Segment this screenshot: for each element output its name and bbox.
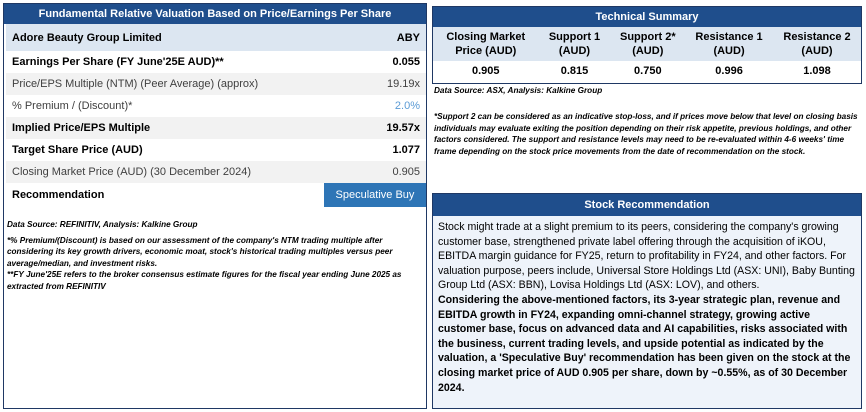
- row-value: 2.0%: [394, 100, 420, 112]
- table-cell: 0.750: [634, 65, 662, 77]
- valuation-title: Fundamental Relative Valuation Based on …: [4, 4, 426, 24]
- valuation-source: Data Source: REFINITIV, Analysis: Kalkin…: [7, 220, 198, 229]
- row-value: 1.077: [392, 144, 420, 156]
- recommendation-badge: Speculative Buy: [324, 183, 426, 207]
- technical-title: Technical Summary: [433, 7, 861, 27]
- technical-table: Closing Market Price (AUD) Support 1 (AU…: [433, 27, 861, 81]
- stock-recommendation-title: Stock Recommendation: [433, 194, 861, 216]
- row-label: Implied Price/EPS Multiple: [6, 117, 324, 139]
- company-ticker: ABY: [324, 24, 426, 51]
- column-header: Resistance 1 (AUD): [685, 27, 774, 61]
- company-row: Adore Beauty Group Limited ABY: [6, 24, 426, 51]
- fy-note: **FY June'25E refers to the broker conse…: [7, 270, 402, 291]
- company-name: Adore Beauty Group Limited: [6, 24, 324, 51]
- recommendation-row: Recommendation Speculative Buy: [6, 183, 426, 207]
- technical-value-row: 0.905 0.815 0.750 0.996 1.098: [433, 61, 861, 81]
- table-cell: 0.815: [560, 65, 589, 77]
- technical-source: Data Source: ASX, Analysis: Kalkine Grou…: [434, 86, 603, 95]
- technical-note: *Support 2 can be considered as an indic…: [434, 112, 858, 156]
- technical-summary-panel: Technical Summary Closing Market Price (…: [432, 6, 862, 84]
- table-row: Closing Market Price (AUD) (30 December …: [6, 161, 426, 183]
- row-label: Earnings Per Share (FY June'25E AUD)**: [12, 56, 224, 68]
- column-header: Support 1 (AUD): [538, 27, 611, 61]
- table-row: Earnings Per Share (FY June'25E AUD)** 0…: [6, 51, 426, 73]
- valuation-panel: Fundamental Relative Valuation Based on …: [3, 3, 427, 409]
- column-header: Support 2* (AUD): [610, 27, 686, 61]
- stock-recommendation-body: Stock might trade at a slight premium to…: [433, 216, 861, 408]
- row-value: 19.19x: [324, 73, 426, 95]
- row-value: 19.57x: [324, 117, 426, 139]
- row-value: 0.905: [324, 161, 426, 183]
- row-value: 0.055: [392, 56, 420, 68]
- column-header: Resistance 2 (AUD): [773, 27, 861, 61]
- technical-header-row: Closing Market Price (AUD) Support 1 (AU…: [433, 27, 861, 61]
- table-row: Price/EPS Multiple (NTM) (Peer Average) …: [6, 73, 426, 95]
- recommendation-conclusion: Considering the above-mentioned factors,…: [438, 293, 851, 394]
- valuation-table: Adore Beauty Group Limited ABY Earnings …: [6, 24, 426, 207]
- table-cell: 0.905: [471, 65, 500, 77]
- table-row: Implied Price/EPS Multiple 19.57x: [6, 117, 426, 139]
- column-header: Closing Market Price (AUD): [433, 27, 539, 61]
- table-row: Target Share Price (AUD) 1.077: [6, 139, 426, 161]
- recommendation-paragraph: Stock might trade at a slight premium to…: [438, 221, 855, 292]
- recommendation-label: Recommendation: [12, 189, 105, 201]
- table-row: % Premium / (Discount)* 2.0%: [6, 95, 426, 117]
- row-label: Closing Market Price (AUD) (30 December …: [6, 161, 324, 183]
- table-cell: 1.098: [803, 65, 831, 77]
- row-label: % Premium / (Discount)*: [12, 100, 133, 112]
- row-label: Price/EPS Multiple (NTM) (Peer Average) …: [6, 73, 324, 95]
- row-label: Target Share Price (AUD): [12, 144, 143, 156]
- valuation-notes: Data Source: REFINITIV, Analysis: Kalkin…: [7, 219, 417, 292]
- table-cell: 0.996: [715, 65, 743, 77]
- premium-note: *% Premium/(Discount) is based on our as…: [7, 235, 393, 268]
- stock-recommendation-panel: Stock Recommendation Stock might trade a…: [432, 193, 862, 409]
